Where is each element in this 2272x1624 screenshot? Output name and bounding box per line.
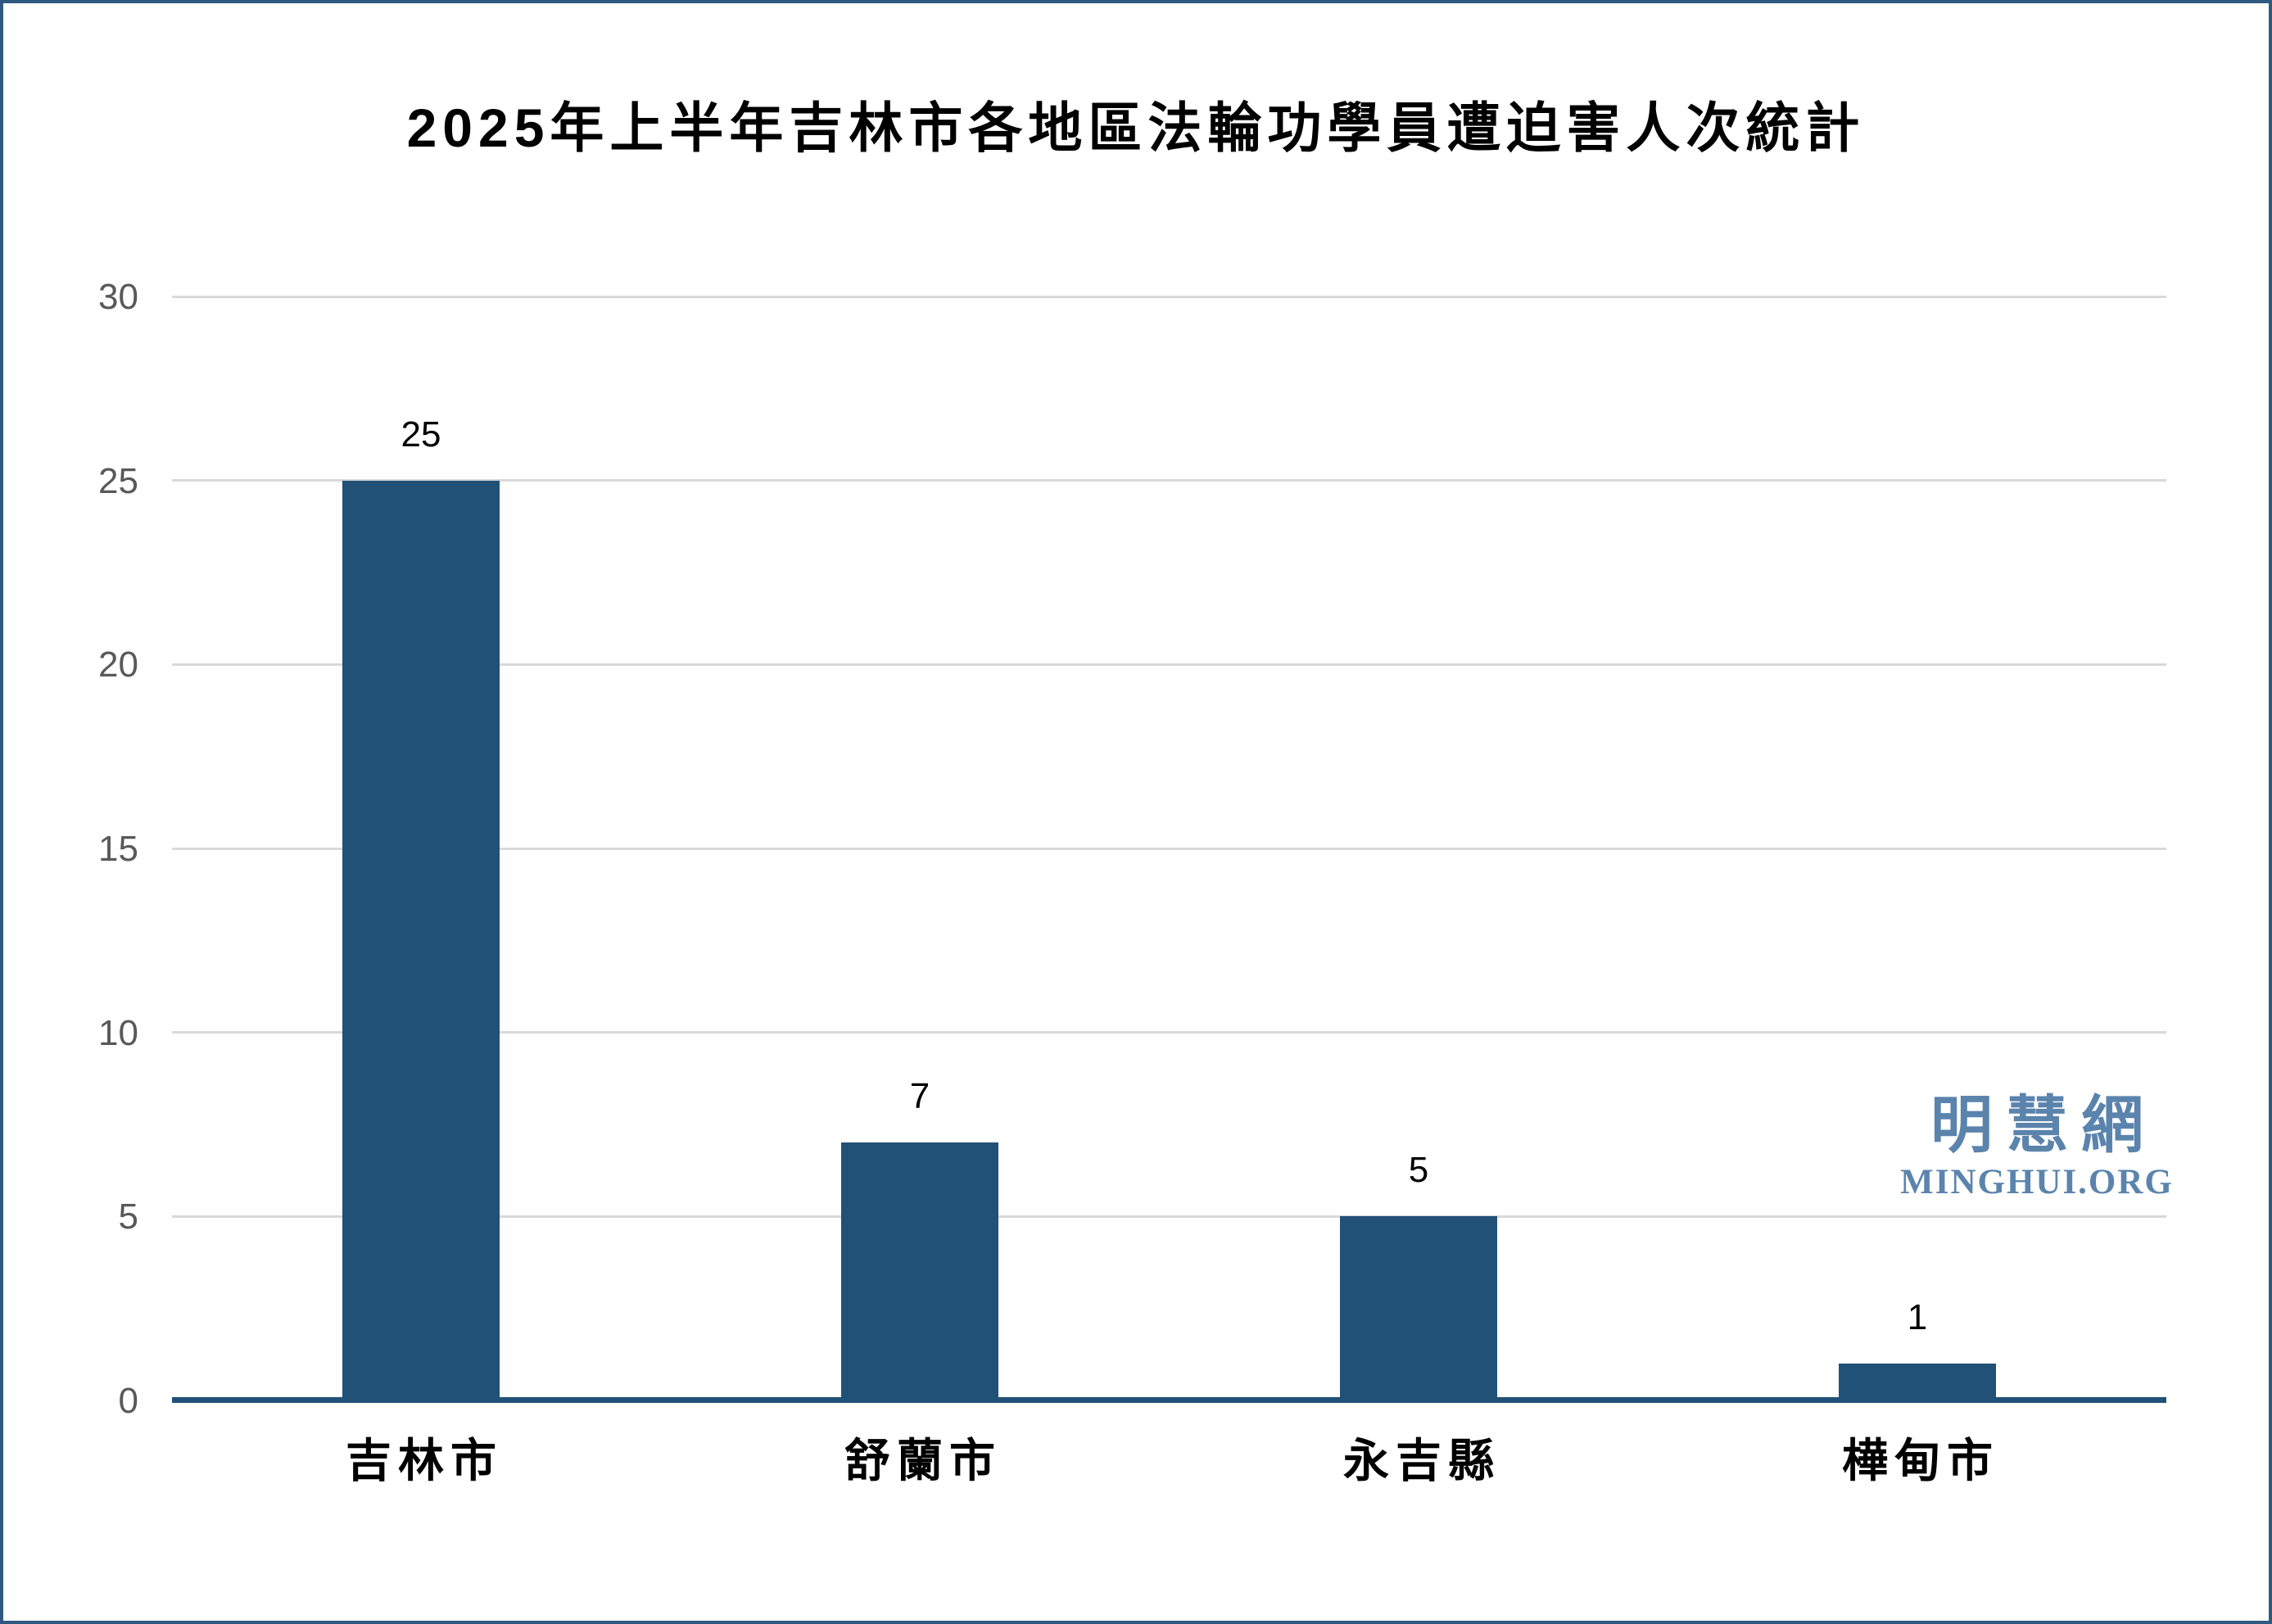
y-gridline-30 xyxy=(172,296,2166,298)
y-tick-label-15: 15 xyxy=(98,829,138,869)
watermark-minghui-latin: MINGHUI.ORG xyxy=(1900,1163,2174,1201)
watermark-minghui-cjk: 明慧網 xyxy=(1930,1091,2157,1160)
y-gridline-25 xyxy=(172,479,2166,482)
bar-value-label-4: 1 xyxy=(1907,1297,1928,1337)
category-label-1: 吉林市 xyxy=(346,1435,503,1486)
y-gridline-20 xyxy=(172,663,2166,666)
bar-4 xyxy=(1839,1364,1996,1400)
y-tick-label-30: 30 xyxy=(98,277,138,317)
category-label-4: 樺甸市 xyxy=(1842,1435,1999,1486)
bar-value-label-3: 5 xyxy=(1408,1150,1429,1190)
bar-value-label-2: 7 xyxy=(909,1076,930,1116)
y-tick-label-20: 20 xyxy=(98,645,138,685)
y-gridline-10 xyxy=(172,1031,2166,1034)
y-tick-label-10: 10 xyxy=(98,1013,138,1053)
chart-title: 2025年上半年吉林市各地區法輪功學員遭迫害人次統計 xyxy=(406,97,1866,158)
bar-1 xyxy=(342,481,500,1400)
bar-3 xyxy=(1340,1216,1497,1400)
x-axis-baseline xyxy=(172,1397,2166,1403)
plot-area: 明慧網 MINGHUI.ORG 0 5 10 15 20 25 30 25 吉林市 7 舒蘭市 5 永吉… xyxy=(3,3,2269,1621)
category-label-2: 舒蘭市 xyxy=(844,1435,1002,1486)
y-gridline-15 xyxy=(172,848,2166,850)
y-tick-label-0: 0 xyxy=(118,1381,138,1421)
bar-value-label-1: 25 xyxy=(401,414,441,455)
bar-2 xyxy=(841,1142,998,1400)
watermark: 明慧網 MINGHUI.ORG xyxy=(1894,1091,2180,1202)
y-tick-label-25: 25 xyxy=(98,461,138,501)
y-gridline-5 xyxy=(172,1215,2166,1218)
category-label-3: 永吉縣 xyxy=(1343,1435,1500,1486)
y-tick-label-5: 5 xyxy=(118,1197,138,1237)
